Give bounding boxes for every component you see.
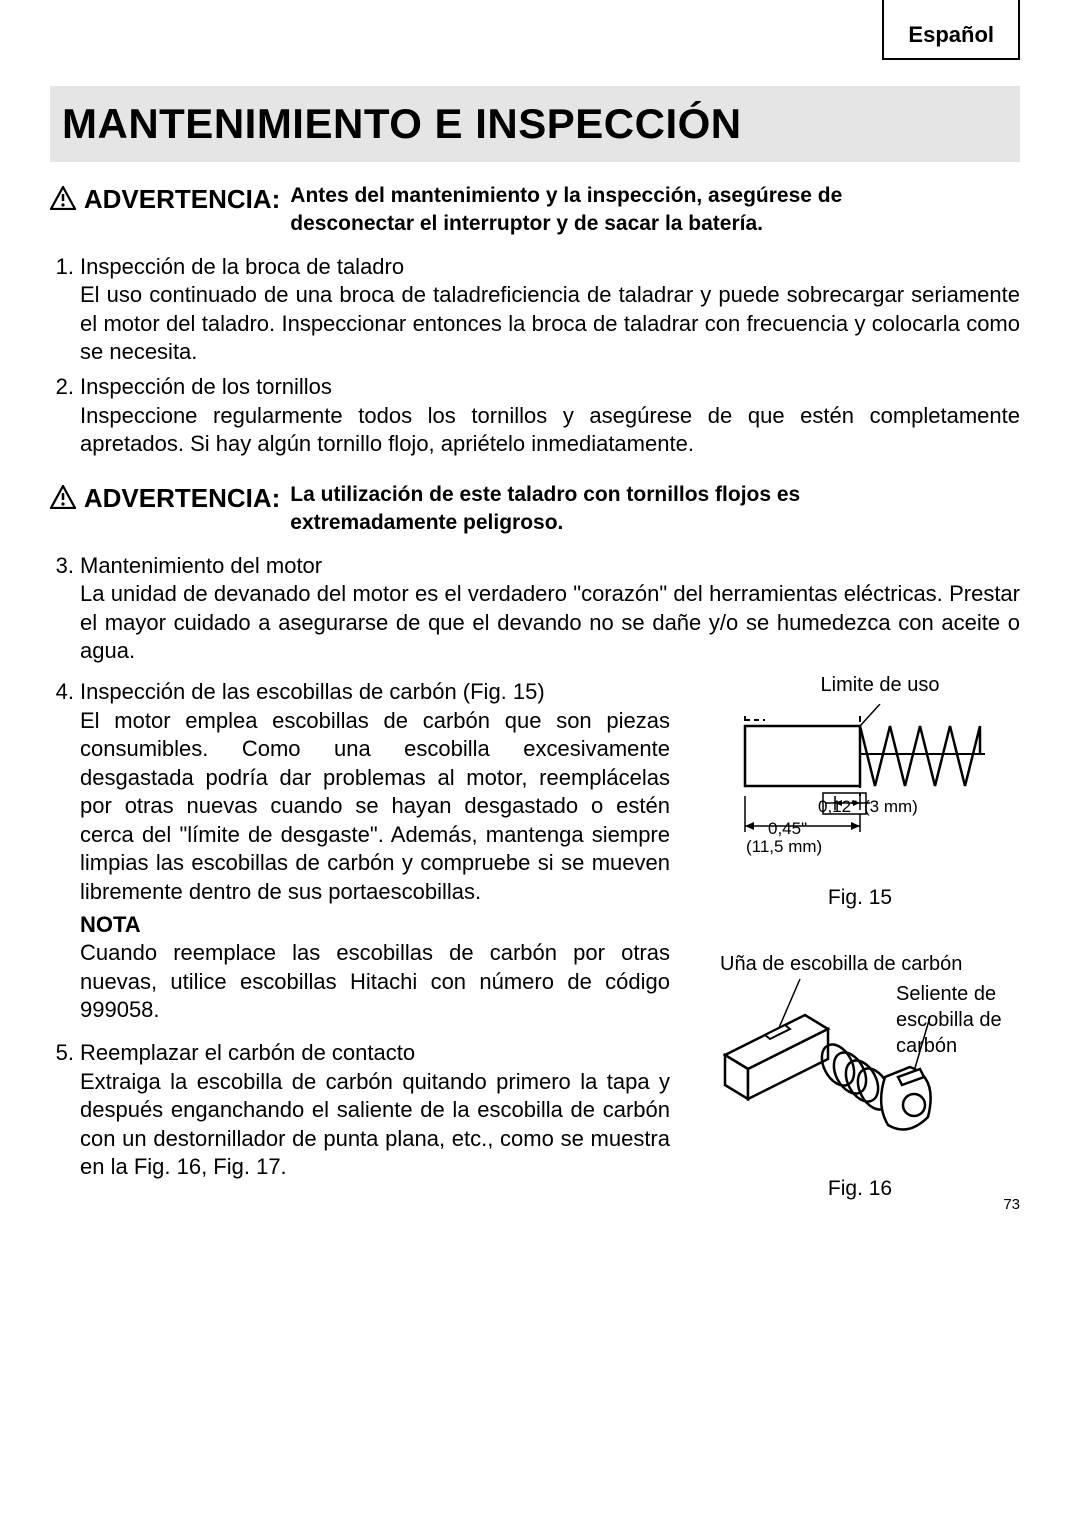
two-column-section: 4. Inspección de las escobillas de carbó…: [50, 672, 1020, 1203]
item-title: Reemplazar el carbón de contacto: [80, 1039, 670, 1068]
warning-lead: ADVERTENCIA:: [84, 184, 280, 214]
warning-body-line2: extremadamente peligroso.: [290, 509, 1020, 537]
list-item: 1. Inspección de la broca de taladro El …: [50, 253, 1020, 367]
item-number: 3.: [50, 552, 80, 666]
language-label: Español: [908, 22, 994, 47]
fig15-caption: Fig. 15: [700, 884, 1020, 911]
item-text: Extraiga la escobilla de carbón quitando…: [80, 1068, 670, 1182]
nota-text: Cuando reemplace las escobillas de carbó…: [80, 939, 670, 1025]
fig16-label-nail: Uña de escobilla de carbón: [720, 951, 1020, 977]
fig15-dim-small: 0,12": [818, 796, 857, 818]
list-item: 5. Reemplazar el carbón de contacto Extr…: [50, 1039, 670, 1182]
item-number: 1.: [50, 253, 80, 367]
list-item: 3. Mantenimiento del motor La unidad de …: [50, 552, 1020, 666]
right-column: Limite de uso: [700, 672, 1020, 1203]
item-title: Mantenimiento del motor: [80, 552, 1020, 581]
page-title-text: MANTENIMIENTO E INSPECCIÓN: [62, 100, 742, 147]
item-number: 2.: [50, 373, 80, 459]
warning-body-line1: La utilización de este taladro con torni…: [290, 481, 1020, 509]
list-item: 2. Inspección de los tornillos Inspeccio…: [50, 373, 1020, 459]
fig15-limite-label: Limite de uso: [700, 672, 1020, 698]
language-box: Español: [882, 0, 1020, 60]
item-title: Inspección de las escobillas de carbón (…: [80, 678, 670, 707]
warning-body-line2: desconectar el interruptor y de sacar la…: [290, 210, 1020, 238]
warning-1: ADVERTENCIA: Antes del mantenimiento y l…: [50, 182, 1020, 239]
page-title: MANTENIMIENTO E INSPECCIÓN: [50, 86, 1020, 162]
item-number: 5.: [50, 1039, 80, 1182]
page-number: 73: [1003, 1196, 1020, 1213]
nota-label: NOTA: [80, 911, 670, 940]
list-item: 4. Inspección de las escobillas de carbó…: [50, 678, 670, 1025]
warning-icon: [50, 485, 76, 509]
warning-icon: [50, 186, 76, 210]
item-title: Inspección de la broca de taladro: [80, 253, 1020, 282]
figure-15: Limite de uso: [700, 672, 1020, 911]
left-column: 4. Inspección de las escobillas de carbó…: [50, 672, 670, 1203]
item-title: Inspección de los tornillos: [80, 373, 1020, 402]
figure-16: Uña de escobilla de carbón Seliente de e…: [700, 951, 1020, 1202]
items-1-2: 1. Inspección de la broca de taladro El …: [50, 253, 1020, 459]
fig16-caption: Fig. 16: [700, 1175, 1020, 1202]
fig16-label-protrusion: Seliente de escobilla de carbón: [896, 981, 1026, 1059]
item-number: 4.: [50, 678, 80, 1025]
fig15-dim-small-mm: (3 mm): [864, 796, 918, 818]
item-text: El motor emplea escobillas de carbón que…: [80, 707, 670, 907]
item-text: El uso continuado de una broca de taladr…: [80, 281, 1020, 367]
page: Español MANTENIMIENTO E INSPECCIÓN ADVER…: [0, 0, 1080, 1223]
warning-lead: ADVERTENCIA:: [84, 483, 280, 513]
warning-body-line1: Antes del mantenimiento y la inspección,…: [290, 182, 1020, 210]
fig15-dim-large-mm: (11,5 mm): [746, 836, 822, 858]
item-text: Inspeccione regularmente todos los torni…: [80, 402, 1020, 459]
item-3-wrap: 3. Mantenimiento del motor La unidad de …: [50, 552, 1020, 666]
warning-2: ADVERTENCIA: La utilización de este tala…: [50, 481, 1020, 538]
item-text: La unidad de devanado del motor es el ve…: [80, 580, 1020, 666]
